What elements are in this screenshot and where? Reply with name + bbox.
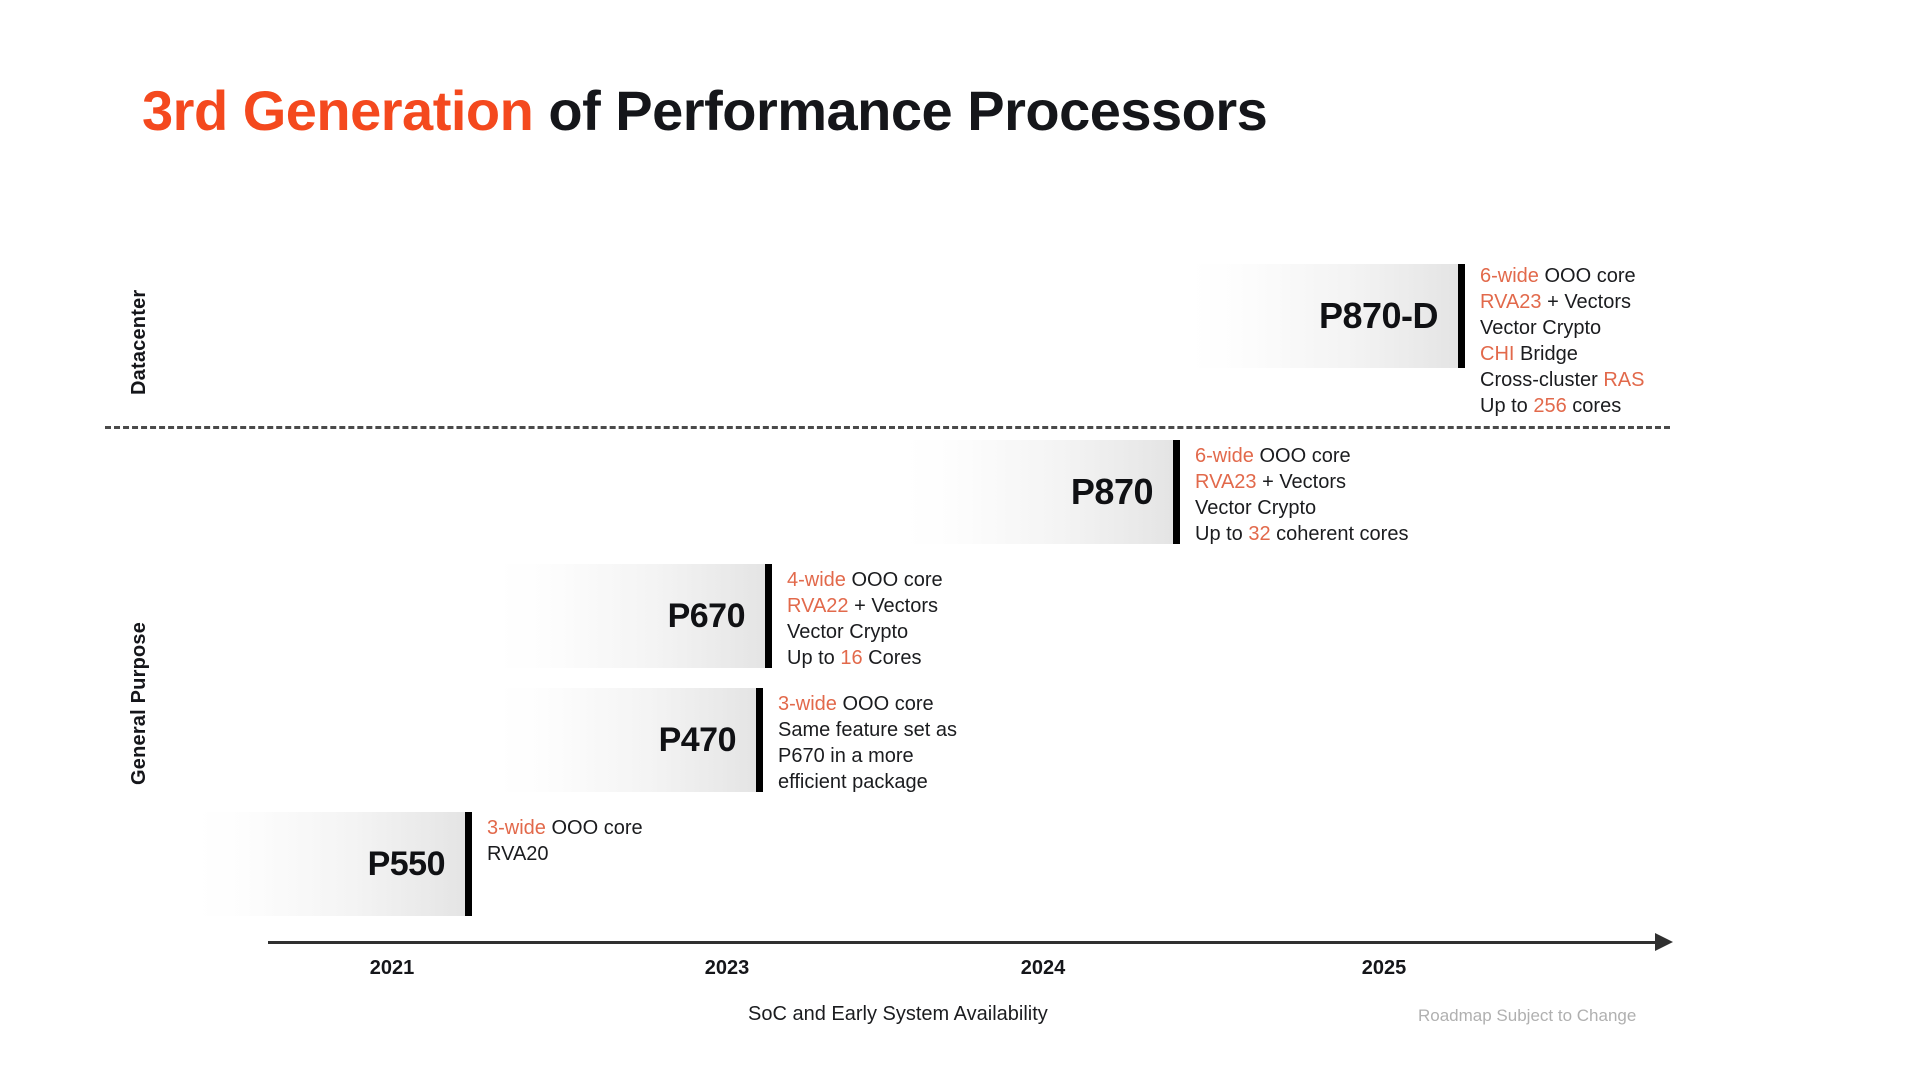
- feature-text: + Vectors: [1256, 471, 1347, 493]
- feature-highlight: 3-wide: [778, 693, 837, 715]
- feature-text: OOO core: [1538, 265, 1636, 287]
- title-rest: of Performance Processors: [533, 79, 1268, 142]
- page-title: 3rd Generation of Performance Processors: [142, 78, 1268, 143]
- feature-highlight: 32: [1248, 523, 1271, 545]
- feature-text: Cores: [862, 647, 922, 669]
- feature-line: Vector Crypto: [1195, 495, 1408, 521]
- roadmap-row-p670: P670 4-wide OOO core RVA22 + Vectors Vecto…: [498, 564, 943, 669]
- roadmap-footnote: Roadmap Subject to Change: [1418, 1006, 1637, 1025]
- feature-line: 6-wide OOO core: [1195, 443, 1408, 469]
- bar-label-p470: P470: [658, 720, 737, 759]
- feature-text: + Vectors: [1541, 291, 1632, 313]
- feature-line: efficient package: [778, 769, 957, 795]
- feature-text: OOO core: [545, 817, 643, 839]
- timeline-tick-2025: 2025: [1361, 957, 1407, 979]
- bar-label-p550: P550: [367, 844, 446, 883]
- feature-text: efficient package: [778, 771, 928, 793]
- feature-line: 3-wide OOO core: [487, 815, 643, 841]
- feature-line: Vector Crypto: [787, 619, 943, 645]
- timeline-tick-2023: 2023: [704, 957, 750, 979]
- feature-line: RVA20: [487, 841, 643, 867]
- feature-text: Bridge: [1514, 343, 1578, 365]
- feature-line: RVA23 + Vectors: [1480, 289, 1644, 315]
- feature-line: 4-wide OOO core: [787, 567, 943, 593]
- bar-p670[interactable]: P670: [498, 564, 772, 668]
- feature-text: coherent cores: [1270, 523, 1409, 545]
- feature-line: Vector Crypto: [1480, 315, 1644, 341]
- timeline-arrow-icon: [1655, 933, 1673, 951]
- roadmap-row-p470: P470 3-wide OOO core Same feature set as P…: [498, 688, 957, 793]
- feature-line: P670 in a more: [778, 743, 957, 769]
- feature-text: Up to: [1480, 395, 1534, 417]
- features-p470: 3-wide OOO core Same feature set as P670 i…: [778, 691, 957, 795]
- feature-text: OOO core: [836, 693, 934, 715]
- features-p550: 3-wide OOO core RVA20: [487, 815, 643, 867]
- feature-text: Up to: [787, 647, 841, 669]
- feature-line: 3-wide OOO core: [778, 691, 957, 717]
- feature-highlight: 6-wide: [1480, 265, 1539, 287]
- feature-text: Up to: [1195, 523, 1249, 545]
- bar-p870d[interactable]: P870-D: [1190, 264, 1465, 368]
- feature-line: Same feature set as: [778, 717, 957, 743]
- feature-line: CHI Bridge: [1480, 341, 1644, 367]
- category-label-general-purpose: General Purpose: [128, 621, 150, 785]
- feature-text: Same feature set as: [778, 719, 957, 741]
- feature-line: 6-wide OOO core: [1480, 263, 1644, 289]
- feature-highlight: RVA23: [1195, 471, 1257, 493]
- feature-highlight: 4-wide: [787, 569, 846, 591]
- feature-text: P670 in a more: [778, 745, 914, 767]
- feature-line: Up to 16 Cores: [787, 645, 943, 671]
- features-p870d: 6-wide OOO core RVA23 + Vectors Vector Cry…: [1480, 263, 1644, 419]
- bar-p870[interactable]: P870: [905, 440, 1180, 544]
- feature-highlight: 3-wide: [487, 817, 546, 839]
- feature-line: Cross-cluster RAS: [1480, 367, 1644, 393]
- feature-text: Vector Crypto: [1480, 317, 1602, 339]
- feature-text: Vector Crypto: [1195, 497, 1317, 519]
- timeline-tick-2024: 2024: [1020, 957, 1066, 979]
- timeline-tick-2021: 2021: [369, 957, 415, 979]
- feature-text: + Vectors: [848, 595, 939, 617]
- feature-text: OOO core: [845, 569, 943, 591]
- bar-p470[interactable]: P470: [498, 688, 763, 792]
- features-p670: 4-wide OOO core RVA22 + Vectors Vector Cry…: [787, 567, 943, 671]
- feature-highlight: CHI: [1480, 343, 1515, 365]
- feature-line: Up to 256 cores: [1480, 393, 1644, 419]
- roadmap-row-p870: P870 6-wide OOO core RVA23 + Vectors Vecto…: [905, 440, 1408, 545]
- feature-text: Vector Crypto: [787, 621, 909, 643]
- feature-highlight: 16: [840, 647, 863, 669]
- bar-p550[interactable]: P550: [197, 812, 472, 916]
- feature-highlight: 256: [1533, 395, 1567, 417]
- features-p870: 6-wide OOO core RVA23 + Vectors Vector Cry…: [1195, 443, 1408, 547]
- bar-label-p870: P870: [1070, 471, 1154, 512]
- feature-text: RVA20: [487, 843, 549, 865]
- feature-highlight: 6-wide: [1195, 445, 1254, 467]
- bar-label-p870d: P870-D: [1318, 295, 1439, 336]
- axis-caption: SoC and Early System Availability: [748, 1003, 1048, 1025]
- feature-text: OOO core: [1253, 445, 1351, 467]
- title-accent: 3rd Generation: [142, 79, 534, 142]
- timeline-axis: [268, 941, 1663, 944]
- feature-highlight: RVA23: [1480, 291, 1542, 313]
- feature-highlight: RVA22: [787, 595, 849, 617]
- roadmap-row-p550: P550 3-wide OOO core RVA20: [197, 812, 643, 916]
- feature-highlight: RAS: [1603, 369, 1645, 391]
- category-divider: [105, 426, 1670, 429]
- feature-text: Cross-cluster: [1480, 369, 1604, 391]
- feature-line: Up to 32 coherent cores: [1195, 521, 1408, 547]
- feature-line: RVA22 + Vectors: [787, 593, 943, 619]
- bar-label-p670: P670: [667, 596, 746, 635]
- feature-line: RVA23 + Vectors: [1195, 469, 1408, 495]
- feature-text: cores: [1566, 395, 1622, 417]
- roadmap-row-p870d: P870-D 6-wide OOO core RVA23 + Vectors Vec…: [1190, 264, 1644, 417]
- category-label-datacenter: Datacenter: [128, 289, 150, 395]
